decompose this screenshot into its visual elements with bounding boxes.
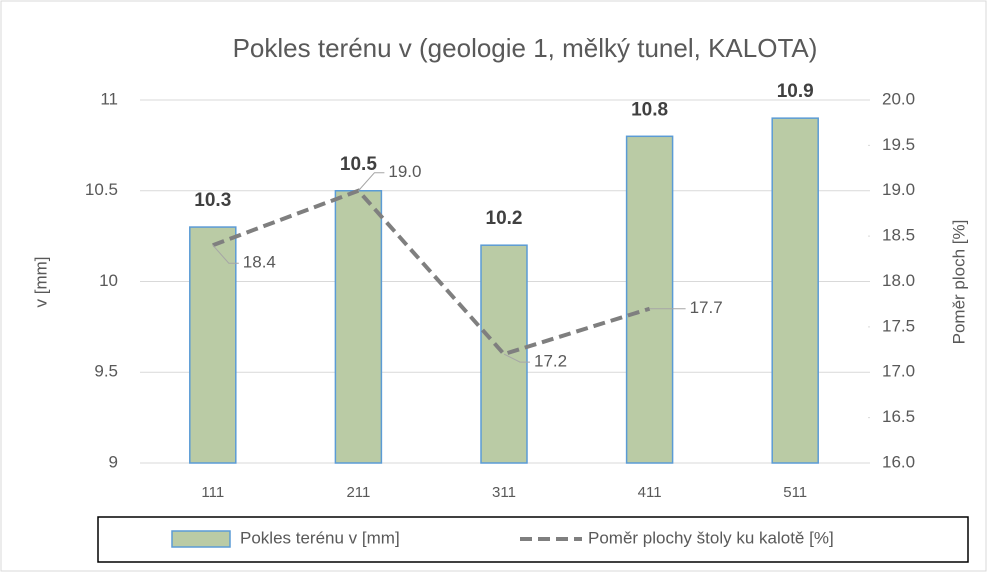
x-tick-label: 211: [346, 484, 370, 501]
bar-value-label: 10.9: [777, 81, 814, 102]
y2-tick-label: 17.0: [882, 362, 915, 381]
y-tick-label: 9.5: [94, 362, 118, 381]
y-tick-label: 10: [99, 271, 118, 290]
y2-tick-label: 19.0: [882, 180, 915, 199]
y2-tick-label: 18.0: [882, 271, 915, 290]
leader-line: [212, 244, 239, 264]
line-value-label: 17.2: [534, 352, 567, 371]
chart-title: Pokles terénu v (geologie 1, mělký tunel…: [233, 33, 818, 63]
leader-line: [358, 172, 385, 192]
x-tick-label: 311: [492, 484, 516, 501]
bar: [189, 226, 237, 464]
x-tick-label: 111: [201, 484, 224, 501]
y-tick-label: 11: [100, 89, 118, 108]
y2-tick-label: 20.0: [882, 89, 915, 108]
bar: [625, 135, 674, 464]
line-value-label: 17.7: [690, 298, 723, 317]
y2-tick-label: 19.5: [882, 135, 915, 154]
x-tick-label: 411: [638, 484, 662, 501]
y-axis-label: v [mm]: [31, 257, 50, 308]
bar: [334, 190, 383, 464]
legend-box: [97, 516, 969, 563]
y2-tick-label: 16.0: [882, 452, 915, 471]
y-tick-label: 10.5: [85, 180, 118, 199]
legend-label: Poměr plochy štoly ku kalotě [%]: [588, 528, 834, 547]
y2-axis-label: Poměr ploch [%]: [949, 220, 968, 345]
legend-label: Pokles terénu v [mm]: [240, 528, 400, 547]
y2-tick-label: 16.5: [882, 407, 915, 426]
bar-value-label: 10.3: [194, 190, 231, 211]
y-tick-label: 9: [109, 452, 118, 471]
bar-value-label: 10.2: [486, 208, 523, 229]
bar: [771, 117, 819, 464]
y2-tick-label: 17.5: [882, 316, 915, 335]
line-value-label: 18.4: [243, 253, 276, 272]
bar-value-label: 10.5: [340, 154, 377, 175]
legend-swatch: [171, 530, 231, 548]
leader-line: [503, 353, 530, 363]
line-value-label: 19.0: [388, 162, 421, 181]
bar-value-label: 10.8: [631, 99, 668, 120]
y2-tick-label: 18.5: [882, 226, 915, 245]
x-tick-label: 511: [783, 484, 807, 501]
line-series: [212, 188, 651, 357]
